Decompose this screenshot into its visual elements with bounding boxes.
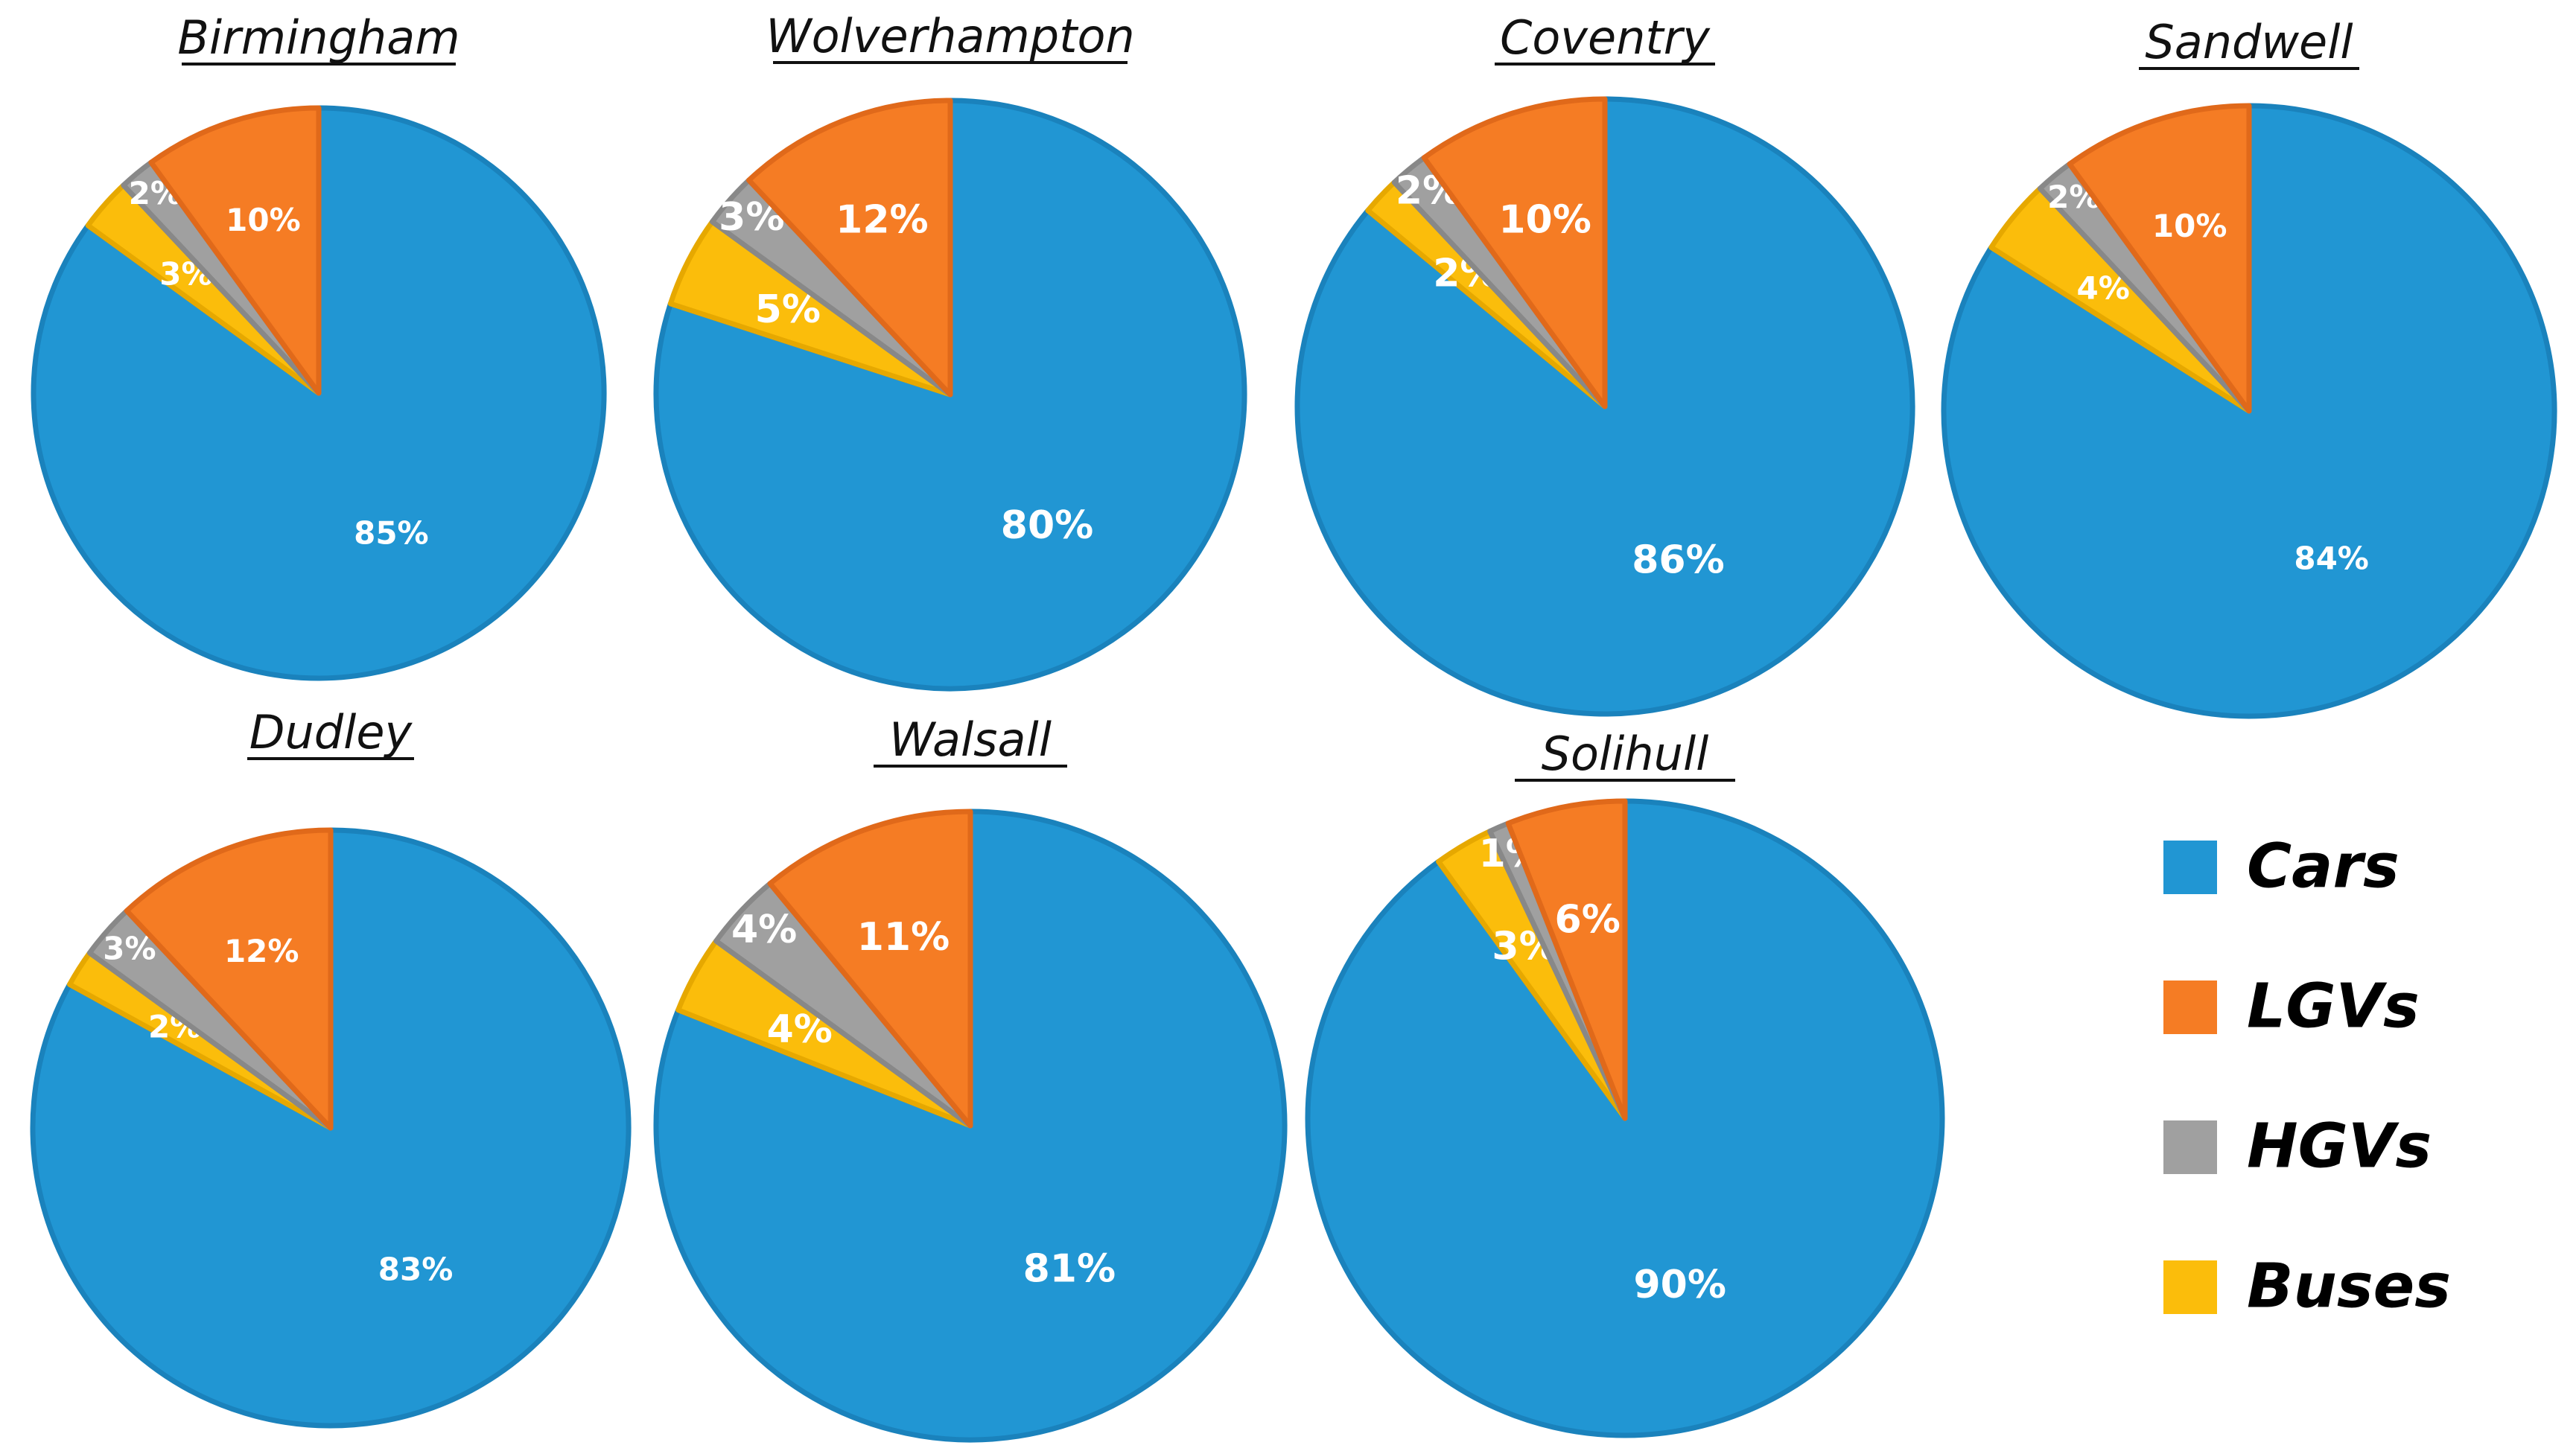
legend-label-lgvs: LGVs: [2247, 971, 2420, 1042]
pie-slice-lgvs: [2067, 103, 2252, 414]
legend-label-cars: Cars: [2247, 831, 2400, 902]
slice-label-lgvs: 10%: [226, 202, 301, 238]
slice-label-lgvs: 10%: [2152, 208, 2227, 244]
legend-swatch-hgvs: [2163, 1120, 2217, 1174]
pie-title: Birmingham: [177, 10, 459, 65]
slice-label-hgvs: 4%: [731, 908, 797, 952]
slice-label-cars: 81%: [1023, 1246, 1116, 1291]
legend-swatch-buses: [2163, 1260, 2217, 1314]
legend-swatch-lgvs: [2163, 981, 2217, 1034]
pie-slice-lgvs: [1421, 96, 1608, 409]
slice-label-cars: 80%: [1001, 503, 1093, 548]
legend: Cars LGVs HGVs Buses: [2163, 831, 2451, 1321]
slice-label-cars: 83%: [378, 1251, 454, 1287]
slice-label-cars: 85%: [354, 515, 429, 552]
slice-label-cars: 84%: [2294, 541, 2369, 577]
pie-title: Walsall: [889, 712, 1052, 767]
slice-label-lgvs: 6%: [1555, 897, 1621, 942]
pie-slice-lgvs: [767, 809, 973, 1129]
pie-slice-lgvs: [148, 105, 322, 396]
pie-grid: Birmingham85%3%2%10%Wolverhampton80%5%3%…: [30, 9, 2557, 1443]
slice-label-cars: 86%: [1632, 538, 1724, 582]
pie-slice-lgvs: [746, 98, 953, 398]
slice-label-lgvs: 12%: [836, 198, 928, 243]
slice-label-lgvs: 10%: [1498, 198, 1591, 243]
pie-title: Dudley: [249, 705, 413, 759]
legend-swatch-cars: [2163, 841, 2217, 894]
legend-label-buses: Buses: [2247, 1251, 2451, 1321]
pie-title: Sandwell: [2145, 15, 2353, 69]
pie-slice-lgvs: [124, 827, 334, 1131]
pie-title: Wolverhampton: [766, 9, 1134, 63]
slice-label-cars: 90%: [1633, 1263, 1726, 1307]
pie-slice-lgvs: [1505, 798, 1628, 1121]
slice-label-lgvs: 11%: [857, 915, 950, 960]
pie-title: Coventry: [1500, 10, 1711, 65]
slice-label-lgvs: 12%: [224, 933, 299, 969]
pie-title: Solihull: [1542, 727, 1709, 781]
legend-label-hgvs: HGVs: [2247, 1111, 2432, 1182]
